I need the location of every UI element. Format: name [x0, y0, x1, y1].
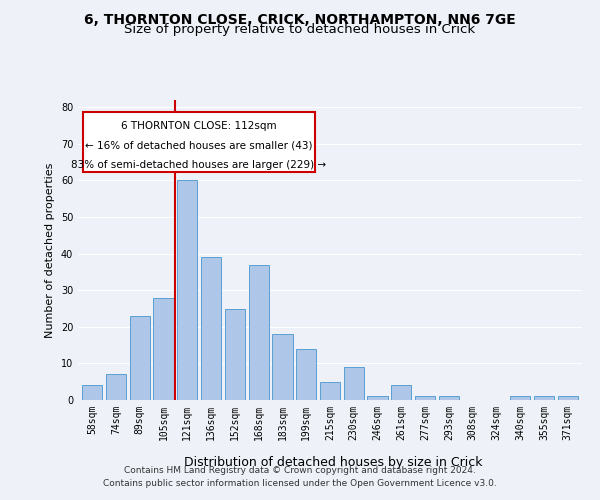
Bar — [154, 298, 173, 400]
Text: Size of property relative to detached houses in Crick: Size of property relative to detached ho… — [124, 22, 476, 36]
Bar — [415, 396, 435, 400]
Text: Contains HM Land Registry data © Crown copyright and database right 2024.
Contai: Contains HM Land Registry data © Crown c… — [103, 466, 497, 487]
Bar — [82, 386, 103, 400]
Bar — [534, 396, 554, 400]
Bar — [296, 349, 316, 400]
Text: Distribution of detached houses by size in Crick: Distribution of detached houses by size … — [184, 456, 482, 469]
Bar — [225, 308, 245, 400]
Bar — [510, 396, 530, 400]
Bar — [272, 334, 293, 400]
Bar — [391, 386, 412, 400]
Bar — [367, 396, 388, 400]
Bar — [106, 374, 126, 400]
Bar — [177, 180, 197, 400]
Text: 83% of semi-detached houses are larger (229) →: 83% of semi-detached houses are larger (… — [71, 160, 326, 170]
Y-axis label: Number of detached properties: Number of detached properties — [45, 162, 55, 338]
Bar — [557, 396, 578, 400]
Bar — [320, 382, 340, 400]
Bar — [130, 316, 150, 400]
Bar — [344, 367, 364, 400]
Bar — [201, 258, 221, 400]
Bar — [439, 396, 459, 400]
Bar — [248, 264, 269, 400]
Text: ← 16% of detached houses are smaller (43): ← 16% of detached houses are smaller (43… — [85, 140, 313, 150]
Text: 6 THORNTON CLOSE: 112sqm: 6 THORNTON CLOSE: 112sqm — [121, 121, 277, 131]
FancyBboxPatch shape — [83, 112, 315, 172]
Text: 6, THORNTON CLOSE, CRICK, NORTHAMPTON, NN6 7GE: 6, THORNTON CLOSE, CRICK, NORTHAMPTON, N… — [84, 12, 516, 26]
